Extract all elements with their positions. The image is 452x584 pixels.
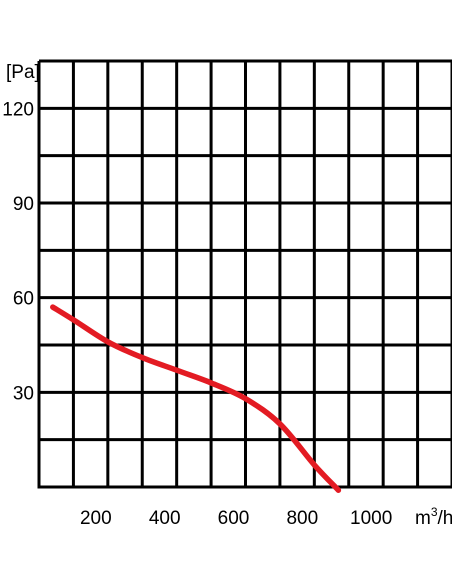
grid-horizontal-lines	[39, 59, 452, 489]
x-axis-label: m3/h	[415, 505, 452, 529]
x-axis-label-tail: /h	[438, 508, 452, 529]
y-tick-label: 90	[13, 194, 34, 215]
grid-vertical-lines	[37, 61, 452, 489]
x-tick-label: 400	[149, 508, 181, 529]
x-tick-label: 200	[80, 508, 112, 529]
x-tick-label: 800	[286, 508, 318, 529]
y-tick-label: 120	[2, 99, 34, 120]
x-axis-label-sup: 3	[431, 505, 438, 519]
y-tick-label: 30	[13, 383, 34, 404]
x-tick-label: 600	[218, 508, 250, 529]
y-axis-label: [Pa]	[6, 62, 40, 83]
y-tick-label: 60	[13, 289, 34, 310]
data-series	[50, 304, 342, 493]
x-axis-ticks: 200 400 600 800 1000	[80, 508, 392, 529]
series-line	[50, 304, 342, 493]
y-axis-ticks: 30 60 90 120	[2, 99, 34, 404]
x-axis-label-base: m	[415, 508, 431, 529]
x-tick-label: 1000	[350, 508, 392, 529]
